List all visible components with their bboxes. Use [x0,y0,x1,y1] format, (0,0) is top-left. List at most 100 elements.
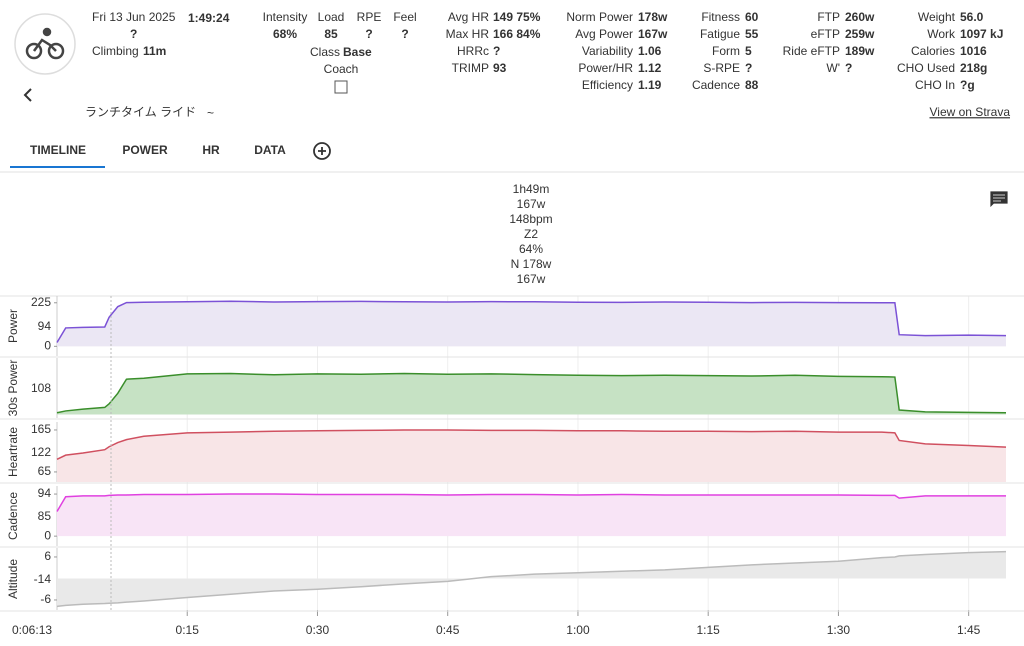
name-suffix: ~ [207,106,214,120]
stat-value: ?g [960,78,975,92]
stat-label: Power/HR [578,61,633,75]
stat-label: Work [927,27,956,41]
x-tick-label: 1:00 [566,623,590,637]
activity-date: Fri 13 Jun 2025 [92,10,176,24]
panel-label: 30s Power [6,360,20,417]
trace [56,550,1007,608]
area-fill [57,494,1006,537]
add-tab[interactable] [313,142,331,160]
climbing-label: Climbing [92,44,139,58]
stat-label: Ride eFTP [783,44,840,58]
stat-value: 1.19 [638,78,662,92]
summary-label: Intensity [263,10,308,24]
summary-value: 68% [273,27,297,41]
back-button[interactable] [23,88,32,102]
stat-value: 260w [845,10,875,24]
x-tick-label: 0:30 [306,623,330,637]
cursor-value: 122 [31,445,51,459]
tooltip-line: 1h49m [513,182,550,196]
stat-value: 1.12 [638,61,662,75]
y-tick-label: 0 [44,528,51,542]
stat-value: 189w [845,44,875,58]
stat-label: Fitness [701,10,740,24]
stat-value: 1097 kJ [960,27,1003,41]
stat-label: CHO In [915,78,955,92]
stat-label: S-RPE [703,61,740,75]
summary-label: Feel [393,10,416,24]
stat-value: 178w [638,10,668,24]
stat-label: Avg Power [575,27,633,41]
stat-value: 60 [745,10,759,24]
climbing-value: 11m [143,44,166,58]
x-tick-label: 0:15 [176,623,200,637]
activity-name[interactable]: ランチタイム ライド [85,105,196,119]
tab[interactable]: HR [202,143,220,157]
tab[interactable]: TIMELINE [30,143,86,157]
stat-label: Norm Power [566,10,633,24]
area-fill [57,301,1006,347]
stat-value: 149 75% [493,10,541,24]
cursor-value: 94 [38,319,52,333]
area-fill [57,373,1006,415]
trace [56,493,1006,512]
panel-label: Altitude [6,559,20,599]
y-tick-label: -6 [40,592,51,606]
panel-label: Cadence [6,492,20,540]
summary-label: RPE [357,10,382,24]
stat-value: 1016 [960,44,987,58]
stat-value: 55 [745,27,759,41]
tooltip-line: 148bpm [509,212,552,226]
summary-value: 85 [324,27,338,41]
coach-checkbox[interactable] [334,80,348,94]
stat-label: FTP [817,10,840,24]
stat-label: Form [712,44,740,58]
stat-label: Efficiency [582,78,633,92]
cursor-value: -14 [34,572,52,586]
x-tick-label: 1:15 [697,623,721,637]
tooltip-line: 167w [517,197,546,211]
comment-icon[interactable] [989,190,1009,209]
stat-label: Fatigue [700,27,740,41]
tab[interactable]: POWER [122,143,168,157]
tooltip-line: 167w [517,272,546,286]
bike-icon [25,27,65,60]
y-tick-label: 65 [38,464,52,478]
trace [56,429,1007,461]
stat-label: Weight [918,10,956,24]
strava-link[interactable]: View on Strava [930,105,1011,119]
stat-label: Avg HR [448,10,489,24]
stat-label: HRRc [457,44,489,58]
y-tick-label: 165 [31,422,51,436]
rating: ? [130,27,137,41]
stat-value: 5 [745,44,752,58]
stat-value: ? [745,61,752,75]
x-tick-label: 1:30 [827,623,851,637]
tab[interactable]: DATA [254,143,286,157]
stat-label: TRIMP [452,61,489,75]
stat-label: Cadence [692,78,740,92]
y-tick-label: 94 [38,486,52,500]
cursor-time: 0:06:13 [12,623,52,637]
stat-label: Variability [582,44,633,58]
y-tick-label: 6 [44,549,51,563]
summary-value: ? [401,27,408,41]
stat-value: 56.0 [960,10,984,24]
panel-label: Power [6,309,20,343]
stat-label: eFTP [811,27,840,41]
summary-value: ? [365,27,372,41]
stat-value: ? [845,61,852,75]
stat-value: 259w [845,27,875,41]
add-tab-plus [318,147,326,155]
stat-value: 167w [638,27,668,41]
trace [56,300,1007,343]
stat-value: 93 [493,61,507,75]
stat-value: 166 84% [493,27,541,41]
avatar[interactable] [14,13,76,75]
area-fill [57,429,1006,482]
y-tick-label: 225 [31,295,51,309]
stat-value: 1.06 [638,44,662,58]
activity-duration: 1:49:24 [188,11,230,25]
summary-label: Load [318,10,345,24]
panel-label: Heartrate [6,427,20,477]
